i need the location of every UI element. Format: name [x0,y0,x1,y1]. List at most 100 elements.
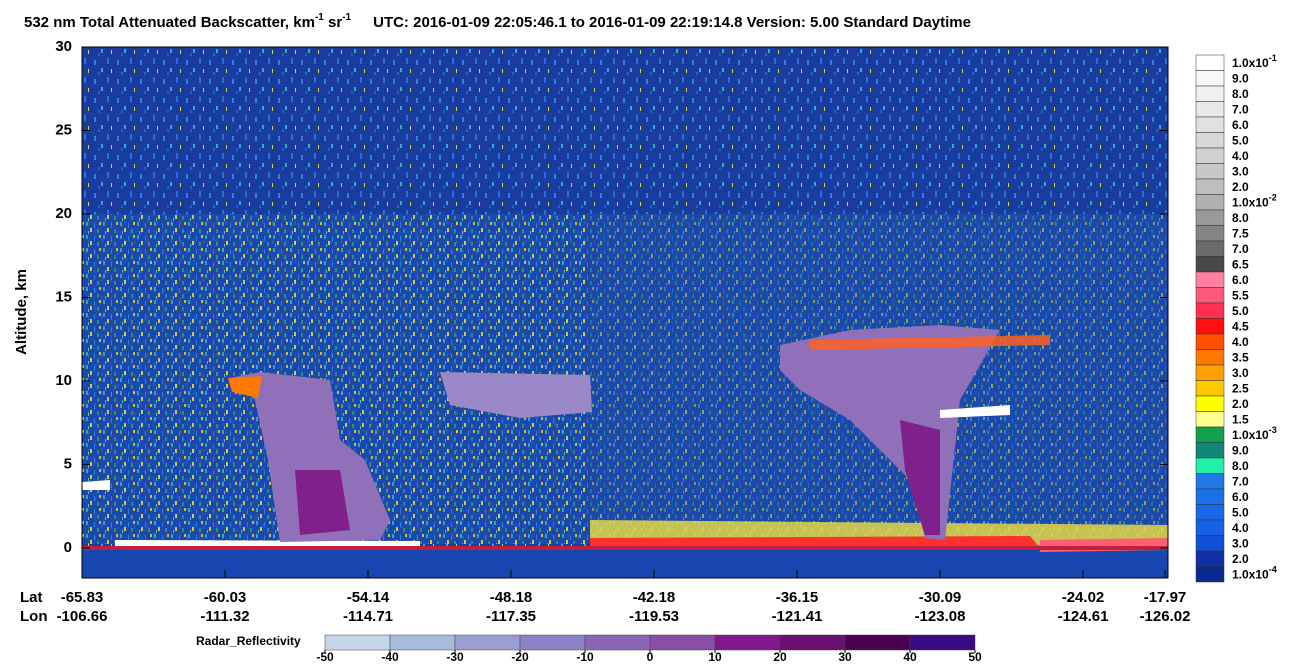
colorbar-swatch [1195,473,1225,490]
radar-swatch [779,634,846,651]
colorbar-swatch [1195,178,1225,195]
radar-tick-label: 50 [968,650,982,664]
colorbar-swatch [1195,116,1225,133]
colorbar-label-sup: -1 [1269,53,1277,63]
colorbar-swatch [1195,85,1225,102]
colorbar-label: 4.0 [1232,149,1249,163]
colorbar-label-text: 9.0 [1232,443,1249,457]
radar-tick-label: 30 [838,650,852,664]
colorbar-swatch [1195,256,1225,273]
colorbar-label-sup: -4 [1269,565,1277,575]
colorbar-label: 1.0x10-4 [1232,565,1277,582]
y-axis-label: Altitude, km [13,269,30,355]
colorbar-label-text: 8.0 [1232,87,1249,101]
y-tick-label: 30 [55,38,72,55]
colorbar-label: 6.0 [1232,273,1249,287]
colorbar-label-text: 1.0x10 [1232,567,1269,581]
x-tick-label: -24.02 [1062,589,1105,606]
colorbar-label-sup: -3 [1269,425,1277,435]
radar-swatch [454,634,521,651]
x-tick-label: -126.02 [1140,608,1191,625]
colorbar-label: 2.5 [1232,381,1249,395]
colorbar-swatch [1195,54,1225,71]
colorbar-swatch [1195,488,1225,505]
y-tick-label: 10 [55,372,72,389]
radar-tick-label: 10 [708,650,722,664]
colorbar-label: 3.5 [1232,350,1249,364]
radar-swatch [909,634,976,651]
colorbar-label-text: 7.5 [1232,226,1249,240]
x-tick-label: -17.97 [1144,589,1187,606]
y-tick-label: 20 [55,205,72,222]
colorbar-label-text: 4.0 [1232,149,1249,163]
colorbar-swatch [1195,504,1225,521]
colorbar-label-text: 5.0 [1232,505,1249,519]
colorbar-swatch [1195,302,1225,319]
colorbar-label: 5.0 [1232,304,1249,318]
colorbar-label: 3.0 [1232,536,1249,550]
colorbar-swatch [1195,318,1225,335]
x-tick-label: -111.32 [200,608,249,625]
colorbar-label-text: 7.0 [1232,102,1249,116]
colorbar-label-text: 6.0 [1232,273,1249,287]
x-tick-label: -117.35 [486,608,536,625]
colorbar-label: 1.0x10-2 [1232,193,1277,210]
x-tick-label: -54.14 [347,589,390,606]
radar-tick-label: 20 [773,650,787,664]
colorbar-label: 5.0 [1232,133,1249,147]
colorbar-label: 1.0x10-3 [1232,425,1277,442]
colorbar-swatch [1195,271,1225,288]
x-tick-label: -106.66 [57,608,108,625]
title-sup: -1 [315,12,324,23]
colorbar-label: 8.0 [1232,459,1249,473]
radar-swatch [649,634,716,651]
x-tick-label: -119.53 [629,608,679,625]
colorbar-label: 9.0 [1232,71,1249,85]
colorbar-label: 3.0 [1232,164,1249,178]
colorbar-label: 8.0 [1232,211,1249,225]
colorbar-label-text: 2.0 [1232,552,1249,566]
colorbar-swatch [1195,147,1225,164]
radar-tick-label: -50 [316,650,334,664]
colorbar-label-sup: -2 [1269,193,1277,203]
radar-label: Radar_Reflectivity [196,634,301,648]
colorbar-swatch [1195,364,1225,381]
colorbar-label-text: 8.0 [1232,211,1249,225]
colorbar-swatch [1195,550,1225,567]
colorbar-label-text: 4.0 [1232,521,1249,535]
colorbar-swatch [1195,535,1225,552]
x-tick-label: -65.83 [61,589,104,606]
y-tick-label: 0 [64,539,72,556]
radar-swatch [389,634,456,651]
colorbar-label-text: 6.0 [1232,490,1249,504]
colorbar-swatch [1195,395,1225,412]
colorbar-label-text: 5.0 [1232,133,1249,147]
colorbar-label-text: 6.5 [1232,257,1249,271]
colorbar-label: 4.5 [1232,319,1249,333]
colorbar-swatch [1195,209,1225,226]
colorbar-label: 6.0 [1232,118,1249,132]
colorbar-swatch [1195,426,1225,443]
radar-tick-label: -40 [381,650,399,664]
colorbar-swatch [1195,70,1225,87]
colorbar-label-text: 3.0 [1232,164,1249,178]
title-text: 532 nm Total Attenuated Backscatter, km [24,14,315,31]
x-tick-label: -36.15 [776,589,819,606]
colorbar-label-text: 7.0 [1232,474,1249,488]
colorbar-label-text: 5.0 [1232,304,1249,318]
colorbar-label-text: 4.0 [1232,335,1249,349]
radar-tick-label: -10 [576,650,594,664]
colorbar-label-text: 3.0 [1232,366,1249,380]
radar-tick-label: -30 [446,650,464,664]
colorbar-swatch [1195,101,1225,118]
colorbar-swatch [1195,287,1225,304]
x-row-name: Lon [20,608,48,625]
title-sup: -1 [342,12,351,23]
colorbar-label-text: 3.5 [1232,350,1249,364]
colorbar-label: 1.5 [1232,412,1249,426]
colorbar-swatch [1195,194,1225,211]
colorbar-swatch [1195,442,1225,459]
colorbar-label: 5.0 [1232,505,1249,519]
radar-tick-label: 40 [903,650,917,664]
